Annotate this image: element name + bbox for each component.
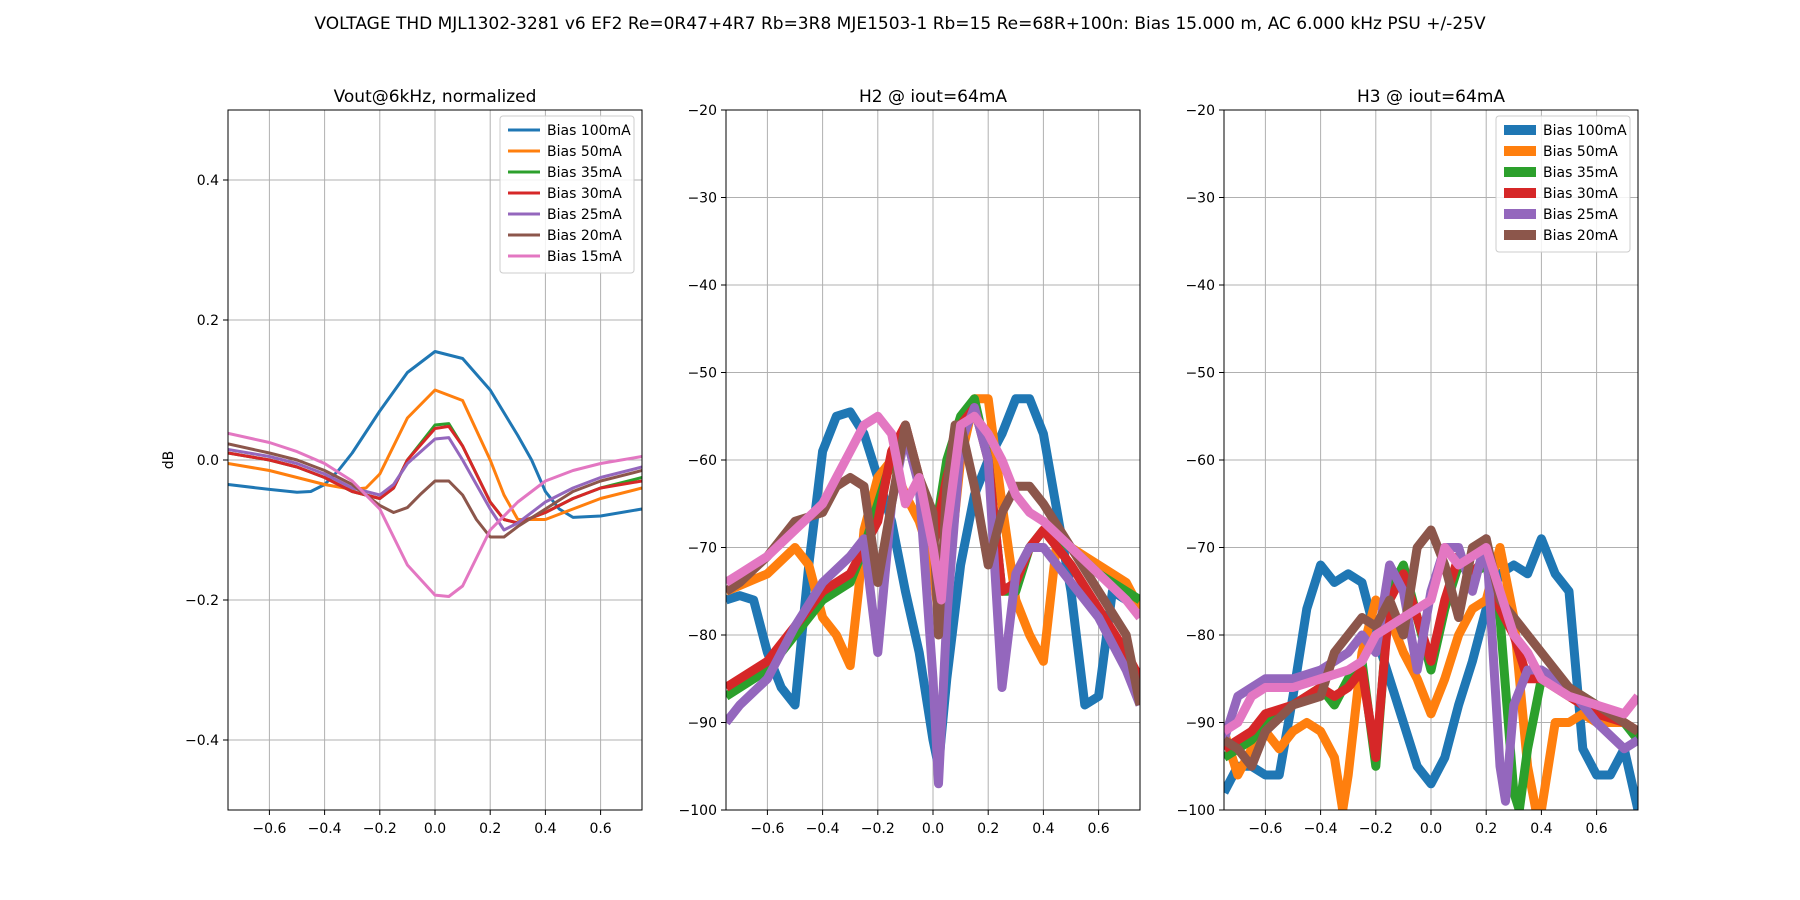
x-tick-label: −0.4 (1304, 821, 1338, 837)
series-line-7 (726, 411, 1140, 621)
series-group (1224, 525, 1638, 810)
y-tick-label: −80 (1185, 628, 1215, 644)
legend-label: Bias 50mA (547, 144, 622, 160)
y-axis-label: dB (161, 451, 177, 470)
y-tick-label: −70 (1185, 541, 1215, 557)
panel-title: H3 @ iout=64mA (1357, 87, 1505, 107)
legend-label: Bias 25mA (547, 207, 622, 223)
legend-label: Bias 20mA (1543, 228, 1618, 244)
x-tick-label: 0.6 (589, 821, 611, 837)
y-tick-label: −100 (1177, 803, 1215, 819)
legend-label: Bias 100mA (1543, 123, 1627, 139)
legend-label: Bias 20mA (547, 228, 622, 244)
series-line-1 (1224, 534, 1638, 810)
legend: Bias 100mA Bias 50mA Bias 35mA Bias 30mA Bia… (499, 115, 635, 274)
y-tick-label: 0.2 (197, 313, 219, 329)
series-line-7 (228, 431, 642, 598)
y-tick-label: −100 (679, 803, 717, 819)
y-tick-label: −60 (687, 453, 717, 469)
y-tick-label: −30 (1185, 191, 1215, 207)
x-tick-label: 0.2 (479, 821, 501, 837)
y-tick-label: −60 (1185, 453, 1215, 469)
x-tick-label: −0.2 (861, 821, 895, 837)
x-tick-label: −0.4 (806, 821, 840, 837)
panel-title: Vout@6kHz, normalized (334, 87, 537, 107)
y-tick-label: 0.4 (197, 173, 219, 189)
series-line-6 (228, 442, 642, 539)
series-group (228, 350, 642, 598)
x-tick-label: −0.2 (1359, 821, 1393, 837)
x-tick-label: 0.4 (1032, 821, 1054, 837)
x-tick-label: 0.4 (1530, 821, 1552, 837)
x-tick-label: 0.4 (534, 821, 556, 837)
legend-label: Bias 35mA (547, 165, 622, 181)
x-tick-label: 0.6 (1087, 821, 1109, 837)
legend-label: Bias 50mA (1543, 144, 1618, 160)
x-tick-label: −0.4 (308, 821, 342, 837)
x-tick-label: 0.0 (1420, 821, 1442, 837)
y-tick-label: 0.0 (197, 453, 219, 469)
y-tick-label: −30 (687, 191, 717, 207)
x-tick-label: −0.2 (363, 821, 397, 837)
series-line-5 (228, 436, 642, 532)
legend-label: Bias 30mA (1543, 186, 1618, 202)
x-tick-label: 0.2 (977, 821, 999, 837)
legend-label: Bias 25mA (1543, 207, 1618, 223)
legend-label: Bias 15mA (547, 249, 622, 265)
chart-panel-3: −0.6 −0.4 −0.2 0.0 0.2 0.4 0.6 −100 −90 −80 −70 −60… (1177, 87, 1639, 837)
x-tick-label: 0.6 (1585, 821, 1607, 837)
x-tick-label: −0.6 (252, 821, 286, 837)
y-tick-label: −40 (1185, 278, 1215, 294)
y-tick-label: −90 (687, 716, 717, 732)
figure-title: VOLTAGE THD MJL1302-3281 v6 EF2 Re=0R47+… (314, 14, 1486, 34)
x-tick-label: 0.0 (922, 821, 944, 837)
x-tick-label: −0.6 (1248, 821, 1282, 837)
legend-label: Bias 30mA (547, 186, 622, 202)
series-line-2 (1224, 543, 1638, 810)
y-tick-label: −20 (687, 103, 717, 119)
chart-panel-2: −0.6 −0.4 −0.2 0.0 0.2 0.4 0.6 −100 −90 −80 −70 −60… (679, 87, 1141, 837)
series-line-7 (1224, 543, 1638, 736)
y-tick-label: −20 (1185, 103, 1215, 119)
x-tick-label: 0.2 (1475, 821, 1497, 837)
x-tick-label: 0.0 (424, 821, 446, 837)
series-line-1 (228, 350, 642, 519)
legend-label: Bias 100mA (547, 123, 631, 139)
series-line-4 (228, 424, 642, 525)
panel-title: H2 @ iout=64mA (859, 87, 1007, 107)
series-line-2 (228, 388, 642, 521)
y-tick-label: −50 (1185, 366, 1215, 382)
y-tick-label: −40 (687, 278, 717, 294)
series-group (726, 394, 1140, 789)
y-tick-label: −50 (687, 366, 717, 382)
y-tick-label: −0.2 (185, 593, 219, 609)
legend: Bias 100mA Bias 50mA Bias 35mA Bias 30mA Bia… (1495, 115, 1631, 253)
chart-panel-1: −0.6 −0.4 −0.2 0.0 0.2 0.4 0.6 −0.4 −0.2 0.0 0.2 0.… (161, 87, 643, 837)
series-line-6 (1224, 525, 1638, 771)
x-tick-label: −0.6 (750, 821, 784, 837)
series-line-5 (726, 403, 1140, 789)
y-tick-label: −70 (687, 541, 717, 557)
y-tick-label: −80 (687, 628, 717, 644)
y-tick-label: −90 (1185, 716, 1215, 732)
legend-label: Bias 35mA (1543, 165, 1618, 181)
y-tick-label: −0.4 (185, 733, 219, 749)
